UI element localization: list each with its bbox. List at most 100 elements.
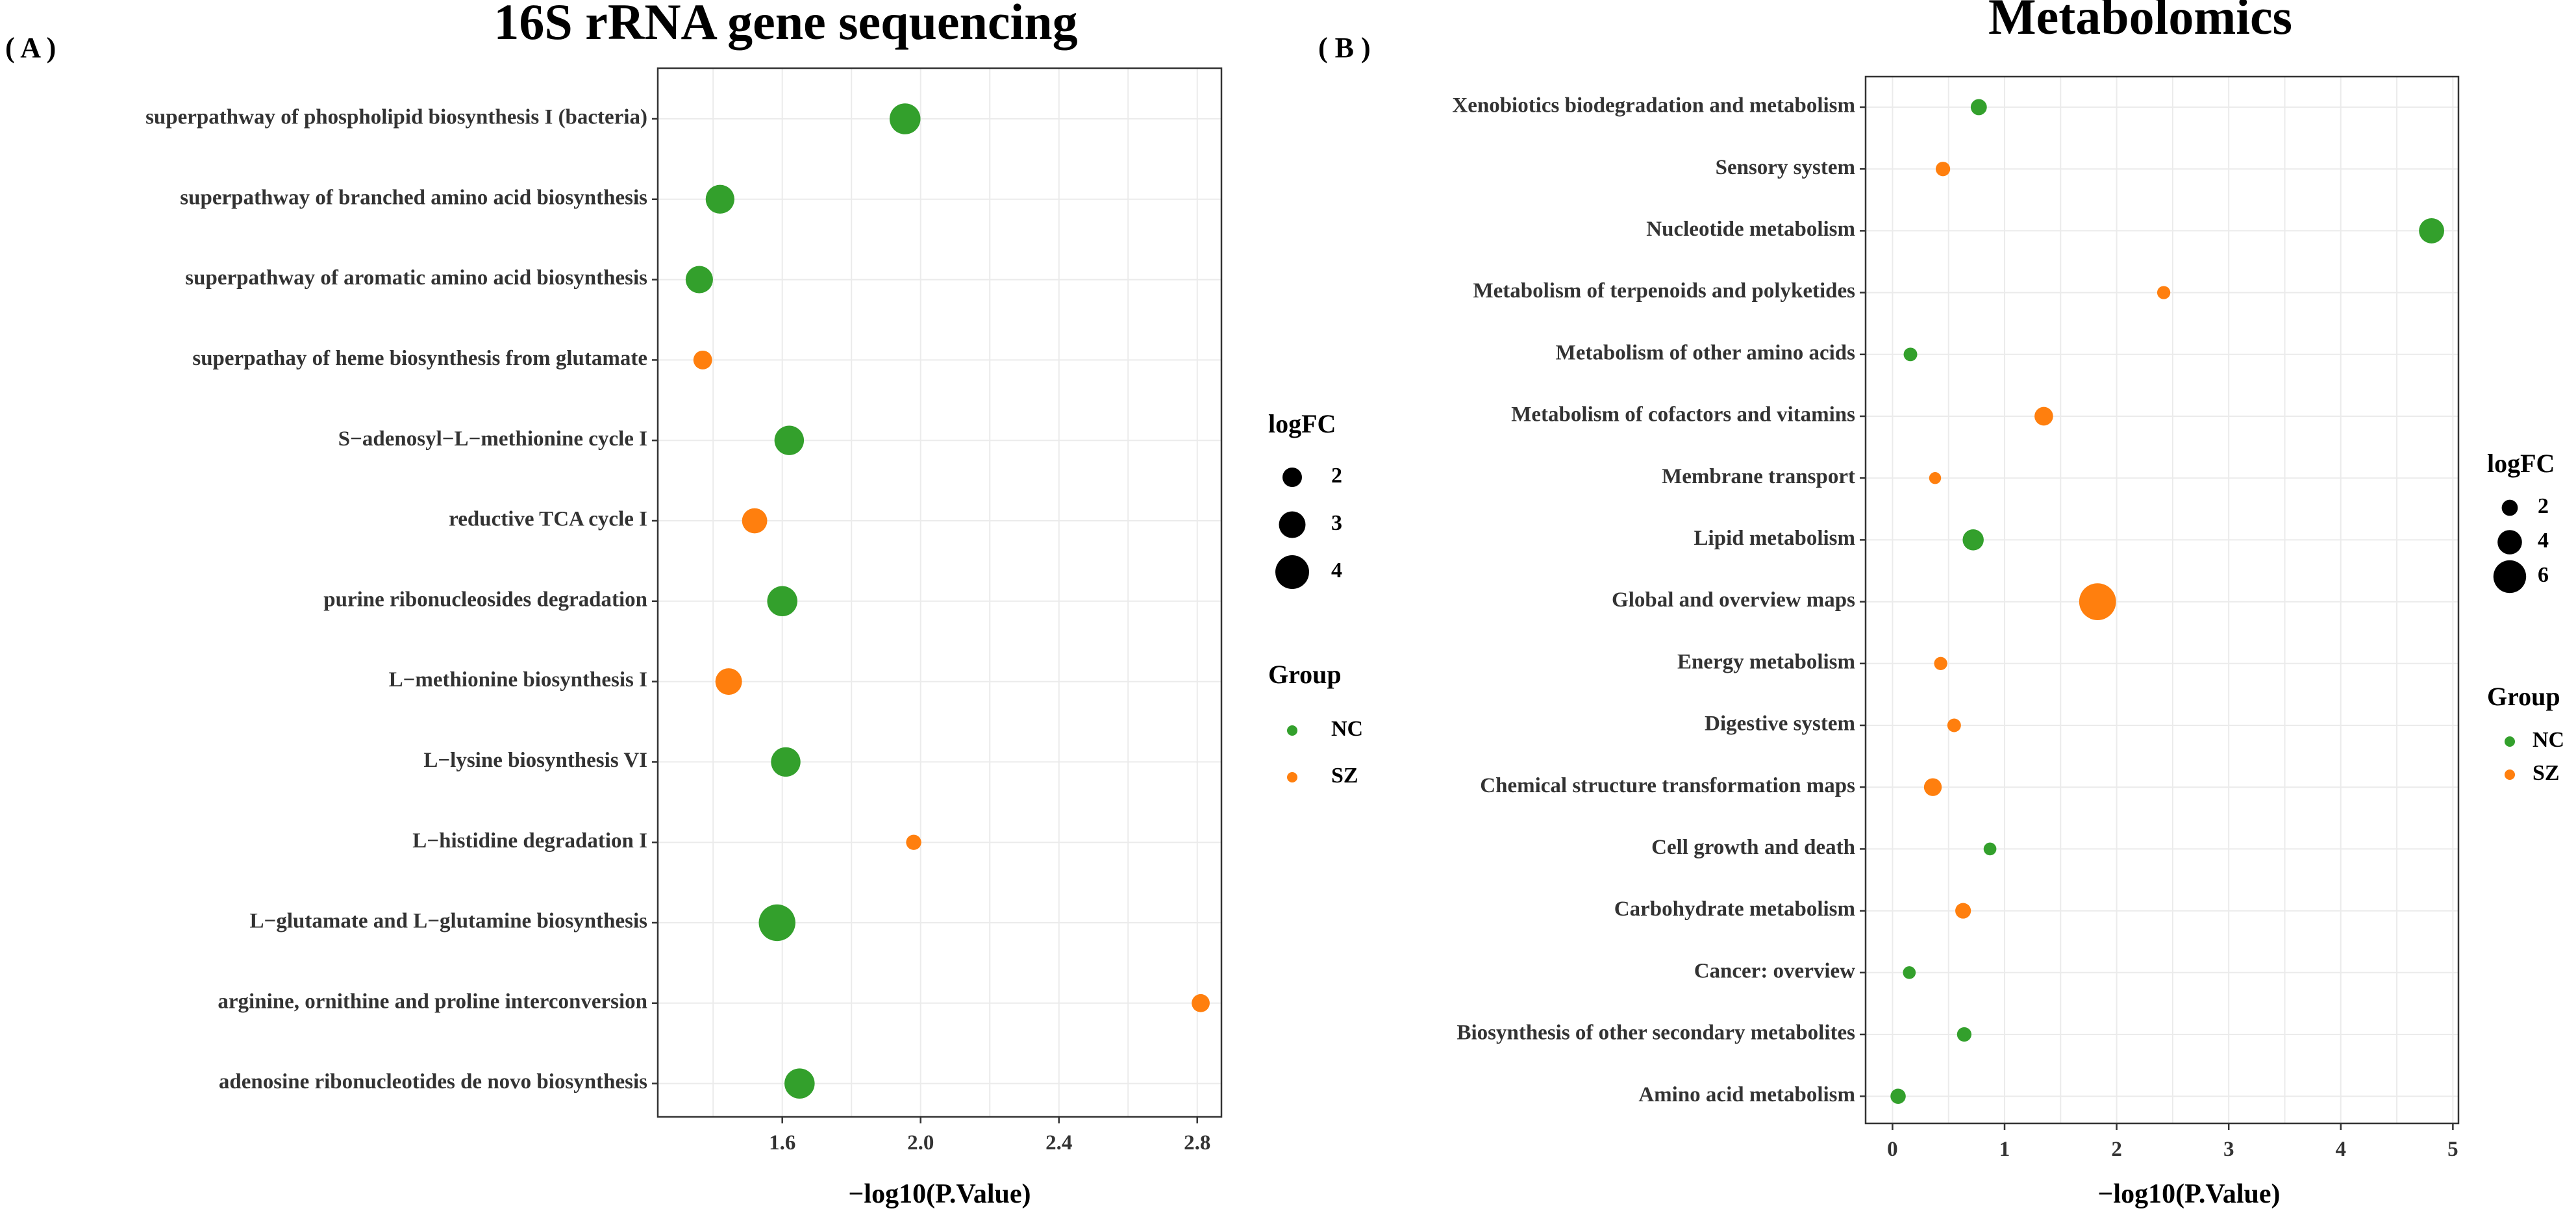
panel-b-legend-size-label: 6 <box>2538 563 2549 587</box>
panel-a-point-l-histidine-degradation-i <box>906 834 921 850</box>
panel-a-point-purine-ribonucleosides-degradation <box>767 586 797 617</box>
panel-a-y-label-arginine-ornithine-and-proline-interconversion: arginine, ornithine and proline intercon… <box>218 990 647 1013</box>
panel-b-point-xenobiotics-biodegradation-and-metabolism <box>1970 99 1987 116</box>
panel-b-x-tick-label: 1 <box>1999 1138 2010 1161</box>
panel-a-y-label-purine-ribonucleosides-degradation: purine ribonucleosides degradation <box>323 588 647 611</box>
panel-a-legend-size-key <box>1282 468 1302 487</box>
panel-a-legend-size-title: logFC <box>1268 409 1336 438</box>
panel-b-y-label-carbohydrate-metabolism: Carbohydrate metabolism <box>1614 897 1855 921</box>
panel-a-point-l-glutamate-and-l-glutamine-biosynthesis <box>758 904 795 942</box>
panel-b-y-label-digestive-system: Digestive system <box>1705 712 1855 736</box>
panel-a-legend-group-label-sz: SZ <box>1331 764 1358 788</box>
panel-b-y-label-nucleotide-metabolism: Nucleotide metabolism <box>1646 218 1855 241</box>
panel-b-point-amino-acid-metabolism <box>1890 1088 1906 1104</box>
panel-b-point-metabolism-of-cofactors-and-vitamins <box>2034 406 2053 426</box>
panel-b-point-lipid-metabolism <box>1962 529 1984 551</box>
panel-b-legend-size-key <box>2493 560 2527 594</box>
panel-a-legend-group-key-sz <box>1287 772 1297 782</box>
panel-a-plot-frame <box>657 67 1223 1118</box>
panel-a-legend-size-key <box>1275 555 1309 589</box>
panel-b-legend-group-key-sz <box>2505 769 2515 780</box>
panel-a-point-s-adenosyl-l-methionine-cycle-i <box>774 425 805 455</box>
panel-a-point-superpathway-of-aromatic-amino-acid-biosynthesis <box>685 266 713 294</box>
panel-b-y-label-cancer-overview: Cancer: overview <box>1694 959 1855 982</box>
panel-b-y-label-lipid-metabolism: Lipid metabolism <box>1694 527 1855 550</box>
panel-a: ( A ) 16S rRNA gene sequencing superpath… <box>5 0 1363 1209</box>
panel-b-y-label-chemical-structure-transformation-maps: Chemical structure transformation maps <box>1480 774 1855 797</box>
panel-b-legend-group-label-nc: NC <box>2532 728 2564 752</box>
panel-b-y-label-sensory-system: Sensory system <box>1716 156 1855 179</box>
panel-b-x-tick-label: 3 <box>2223 1138 2234 1161</box>
panel-b-point-energy-metabolism <box>1934 657 1947 670</box>
panel-a-point-superpathway-of-branched-amino-acid-biosynthesis <box>705 184 735 214</box>
panel-a-size-legend: 2 3 4 <box>1275 464 1342 589</box>
panel-a-y-label-superpathway-of-phospholipid-biosynthesis-i-bacteria: superpathway of phospholipid biosynthesi… <box>145 106 647 129</box>
panel-b-point-membrane-transport <box>1929 472 1942 484</box>
panel-b-legend-size-label: 2 <box>2538 494 2549 518</box>
panel-a-title: 16S rRNA gene sequencing <box>494 0 1077 50</box>
panel-a-point-superpathay-of-heme-biosynthesis-from-glutamate <box>693 350 712 369</box>
panel-a-label: ( A ) <box>5 32 56 64</box>
panel-b-points <box>1890 99 2445 1104</box>
panel-b-size-legend: 2 4 6 <box>2493 494 2549 594</box>
panel-a-legend-group-title: Group <box>1268 660 1342 689</box>
panel-a-y-label-l-methionine-biosynthesis-i: L−methionine biosynthesis I <box>389 668 647 692</box>
panel-a-legend: logFC 2 3 4 Group NC SZ <box>1268 409 1363 788</box>
panel-b-y-label-membrane-transport: Membrane transport <box>1662 465 1855 488</box>
panel-a-legend-size-label: 3 <box>1331 511 1342 535</box>
panel-a-grid <box>658 68 1221 1117</box>
panel-b-x-tick-label: 0 <box>1887 1138 1898 1161</box>
panel-b-group-legend: NC SZ <box>2505 728 2564 785</box>
panel-a-y-label-superpathay-of-heme-biosynthesis-from-glutamate: superpathay of heme biosynthesis from gl… <box>192 347 647 370</box>
panel-b-point-nucleotide-metabolism <box>2419 218 2445 244</box>
panel-b-y-label-cell-growth-and-death: Cell growth and death <box>1651 836 1855 859</box>
panel-a-y-label-superpathway-of-branched-amino-acid-biosynthesis: superpathway of branched amino acid bios… <box>180 186 647 209</box>
panel-a-legend-size-label: 4 <box>1331 558 1342 582</box>
panel-b-y-label-metabolism-of-terpenoids-and-polyketides: Metabolism of terpenoids and polyketides <box>1473 279 1855 303</box>
panel-a-y-label-l-lysine-biosynthesis-vi: L−lysine biosynthesis VI <box>423 749 647 772</box>
panel-b-point-biosynthesis-of-other-secondary-metabolites <box>1957 1027 1971 1042</box>
panel-b-legend-size-key <box>2497 530 2522 555</box>
panel-b-x-tick-label: 5 <box>2447 1138 2458 1161</box>
panel-b-point-sensory-system <box>1935 162 1951 177</box>
panel-a-legend-group-label-nc: NC <box>1331 717 1363 741</box>
panel-b-plot-frame <box>1864 75 2460 1125</box>
panel-b-point-metabolism-of-other-amino-acids <box>1903 347 1918 362</box>
panel-a-x-axis-label: −log10(P.Value) <box>848 1179 1031 1209</box>
panel-b-point-cancer-overview <box>1903 966 1916 979</box>
panel-a-points <box>685 103 1210 1099</box>
panel-a-legend-group-key-nc <box>1287 725 1297 736</box>
panel-b-legend-size-label: 4 <box>2538 529 2549 553</box>
panel-a-y-label-s-adenosyl-l-methionine-cycle-i: S−adenosyl−L−methionine cycle I <box>338 427 647 451</box>
panel-b-legend-group-title: Group <box>2487 682 2560 711</box>
panel-a-point-adenosine-ribonucleotides-de-novo-biosynthesis <box>784 1068 815 1099</box>
panel-a-y-label-l-glutamate-and-l-glutamine-biosynthesis: L−glutamate and L−glutamine biosynthesis <box>250 910 648 933</box>
panel-b-y-tick-labels: Xenobiotics biodegradation and metabolis… <box>1452 94 1866 1107</box>
panel-a-legend-size-key <box>1279 511 1306 538</box>
panel-a-x-ticks: 1.6 2.0 2.4 2.8 <box>769 1117 1210 1155</box>
panel-b-legend-size-key <box>2501 499 2518 516</box>
panel-b: ( B ) Metabolomics Xenobiotics biodegrad… <box>1318 0 2564 1209</box>
panel-a-point-superpathway-of-phospholipid-biosynthesis-i-bacteria <box>889 103 921 134</box>
panel-a-y-label-l-histidine-degradation-i: L−histidine degradation I <box>412 829 647 853</box>
panel-b-point-chemical-structure-transformation-maps <box>1923 778 1942 796</box>
panel-a-y-label-reductive-tca-cycle-i: reductive TCA cycle I <box>449 508 647 531</box>
panel-b-x-tick-label: 2 <box>2111 1138 2122 1161</box>
panel-a-point-l-methionine-biosynthesis-i <box>715 668 742 695</box>
panel-a-y-tick-labels: superpathway of phospholipid biosynthesi… <box>145 106 658 1094</box>
panel-a-group-legend: NC SZ <box>1287 717 1363 788</box>
panel-a-x-tick-label: 2.0 <box>907 1131 934 1155</box>
panel-a-legend-size-label: 2 <box>1331 464 1342 488</box>
panel-a-point-l-lysine-biosynthesis-vi <box>771 747 801 777</box>
panel-b-point-cell-growth-and-death <box>1983 842 1997 856</box>
panel-b-point-metabolism-of-terpenoids-and-polyketides <box>2157 286 2171 299</box>
panel-b-y-label-amino-acid-metabolism: Amino acid metabolism <box>1638 1083 1855 1107</box>
panel-b-x-tick-label: 4 <box>2336 1138 2347 1161</box>
panel-b-legend-size-title: logFC <box>2487 449 2555 478</box>
panel-b-grid <box>1866 77 2458 1123</box>
panel-b-y-label-global-and-overview-maps: Global and overview maps <box>1612 588 1855 612</box>
panel-b-legend-group-key-nc <box>2505 736 2515 747</box>
panel-a-point-reductive-tca-cycle-i <box>742 508 768 534</box>
panel-b-point-global-and-overview-maps <box>2079 583 2116 620</box>
